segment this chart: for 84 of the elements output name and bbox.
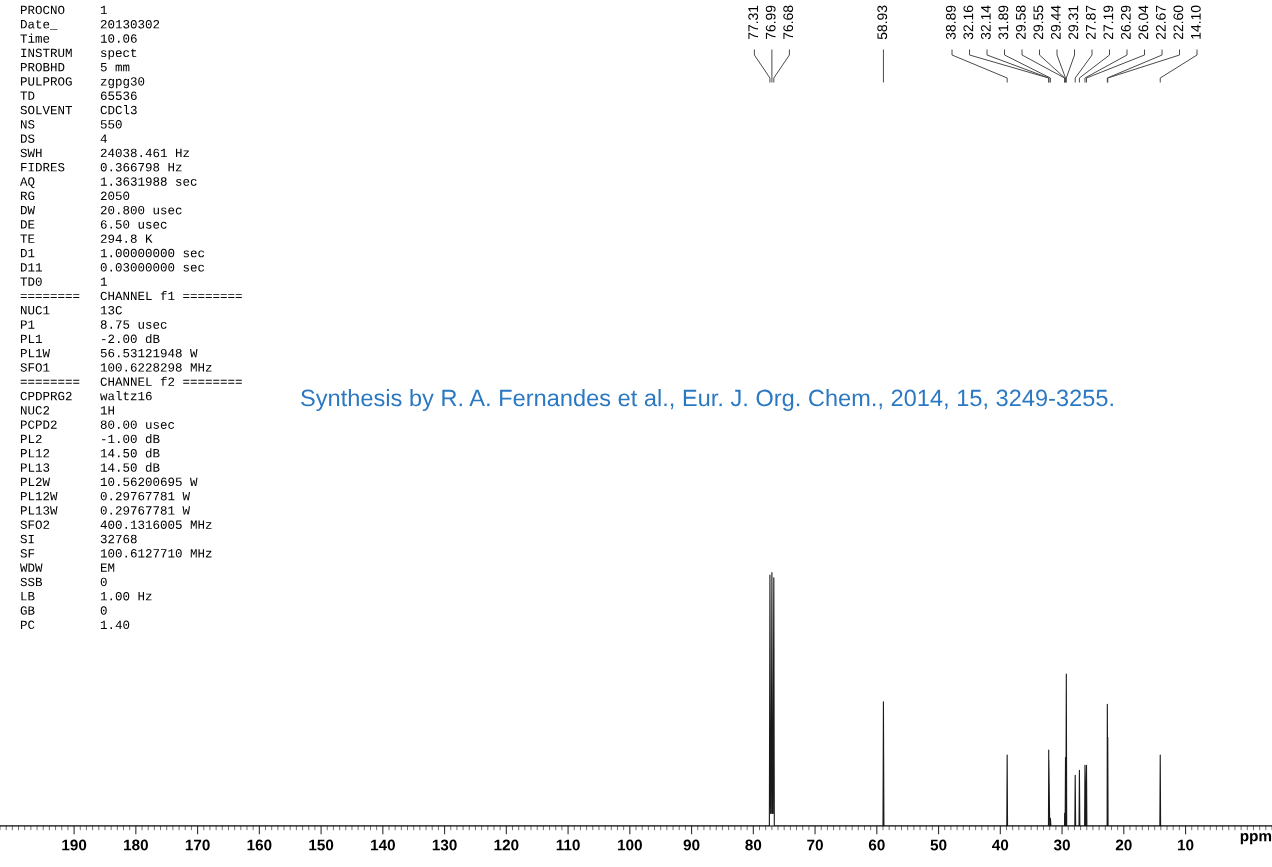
text: Time 10.06 bbox=[20, 33, 137, 43]
x-tick-label: 170 bbox=[185, 839, 210, 851]
text: ======== CHANNEL f2 ======== bbox=[20, 376, 242, 386]
text: DS 4 bbox=[20, 134, 107, 143]
x-tick-label: 30 bbox=[1053, 839, 1070, 851]
text: PCPD2 80.00 usec bbox=[20, 420, 175, 429]
text: PROBHD 5 mm bbox=[20, 62, 130, 72]
text: TD0 1 bbox=[20, 277, 107, 286]
text: SWH 24038.461 Hz bbox=[20, 148, 190, 158]
text: DE 6.50 usec bbox=[20, 220, 167, 229]
text: PL13W 0.29767781 W bbox=[20, 506, 191, 515]
text: LB 1.00 Hz bbox=[21, 592, 152, 601]
text: 26.29 bbox=[1120, 5, 1131, 40]
text: Date_ 20130302 bbox=[20, 20, 160, 30]
x-tick-label: 70 bbox=[807, 839, 823, 851]
text: SSB 0 bbox=[20, 577, 107, 587]
text: 27.87 bbox=[1085, 5, 1096, 40]
text: 27.19 bbox=[1103, 5, 1114, 40]
text: PL1 -2.00 dB bbox=[20, 333, 160, 344]
text: DW 20.800 usec bbox=[20, 205, 182, 215]
x-tick-label: 150 bbox=[309, 839, 334, 851]
text: 29.55 bbox=[1033, 5, 1044, 40]
text: 14.10 bbox=[1190, 5, 1201, 39]
text: P1 8.75 usec bbox=[20, 320, 167, 329]
x-tick-label: 20 bbox=[1115, 839, 1132, 851]
text: 22.67 bbox=[1155, 5, 1166, 40]
text: PC 1.40 bbox=[20, 620, 130, 630]
text: TE 294.8 K bbox=[20, 234, 153, 243]
text: INSTRUM spect bbox=[21, 48, 137, 60]
x-tick-label: 180 bbox=[124, 839, 148, 851]
text: 32.16 bbox=[963, 5, 974, 40]
text: 26.04 bbox=[1138, 5, 1149, 40]
text: PROCNO 1 bbox=[20, 5, 107, 15]
text: 29.58 bbox=[1015, 5, 1026, 40]
text: WDW EM bbox=[20, 563, 115, 572]
text: 77.31 bbox=[748, 5, 759, 40]
text: 76.68 bbox=[783, 5, 794, 40]
x-tick-label: 140 bbox=[371, 839, 395, 851]
x-tick-label: 110 bbox=[556, 839, 580, 851]
text: GB 0 bbox=[20, 606, 107, 615]
text: PULPROG zgpg30 bbox=[20, 77, 145, 89]
x-tick-label: 50 bbox=[930, 839, 947, 851]
text: 76.99 bbox=[765, 5, 776, 40]
x-tick-label: 80 bbox=[745, 839, 762, 851]
text: CPDPRG2 waltz16 bbox=[20, 391, 152, 401]
text: SFO1 100.6228298 MHz bbox=[20, 363, 212, 372]
text: FIDRES 0.366798 Hz bbox=[21, 163, 182, 172]
text: NUC2 1H bbox=[20, 406, 115, 415]
text: SF 100.6127710 MHz bbox=[20, 549, 212, 558]
text: 29.44 bbox=[1050, 5, 1061, 40]
x-tick-label: 10 bbox=[1178, 839, 1194, 851]
x-tick-label: 160 bbox=[247, 839, 272, 851]
text: TD 65536 bbox=[20, 91, 137, 100]
text: 58.93 bbox=[877, 5, 888, 40]
x-tick-label: 40 bbox=[992, 839, 1009, 851]
text: PL12W 0.29767781 W bbox=[20, 491, 191, 501]
x-tick-label: 90 bbox=[683, 839, 700, 851]
text: SI 32768 bbox=[20, 534, 137, 544]
x-tick-label: 130 bbox=[432, 839, 457, 851]
x-axis-title: ppm bbox=[1240, 832, 1272, 845]
text: NUC1 13C bbox=[20, 306, 122, 315]
text: NS 550 bbox=[20, 120, 122, 129]
text: PL2 -1.00 dB bbox=[20, 434, 160, 444]
x-tick-label: 60 bbox=[868, 839, 885, 851]
text: ======== CHANNEL f1 ======== bbox=[20, 291, 242, 301]
text: PL12 14.50 dB bbox=[20, 448, 160, 458]
text: 22.60 bbox=[1173, 5, 1184, 40]
text: AQ 1.3631988 sec bbox=[20, 177, 197, 189]
text: RG 2050 bbox=[20, 191, 130, 201]
text: 32.14 bbox=[980, 5, 991, 40]
text: SOLVENT CDCl3 bbox=[20, 105, 137, 115]
text: 38.89 bbox=[945, 5, 956, 40]
text: D1 1.00000000 sec bbox=[20, 248, 205, 258]
text: SFO2 400.1316005 MHz bbox=[20, 520, 212, 529]
text: D11 0.03000000 sec bbox=[20, 263, 205, 272]
text: PL13 14.50 dB bbox=[20, 462, 160, 472]
chart-title: Synthesis by R. A. Fernandes et al., Eur. J. Org. Chem., 2014, 15, 3249-3255. bbox=[301, 388, 1113, 411]
text: 31.89 bbox=[998, 5, 1009, 40]
text: PL1W 56.53121948 W bbox=[20, 348, 198, 358]
text: PL2W 10.56200695 W bbox=[20, 477, 198, 487]
x-tick-label: 190 bbox=[62, 839, 87, 851]
x-tick-label: 120 bbox=[494, 839, 519, 851]
text: 29.31 bbox=[1068, 5, 1079, 40]
x-tick-label: 100 bbox=[618, 839, 642, 851]
